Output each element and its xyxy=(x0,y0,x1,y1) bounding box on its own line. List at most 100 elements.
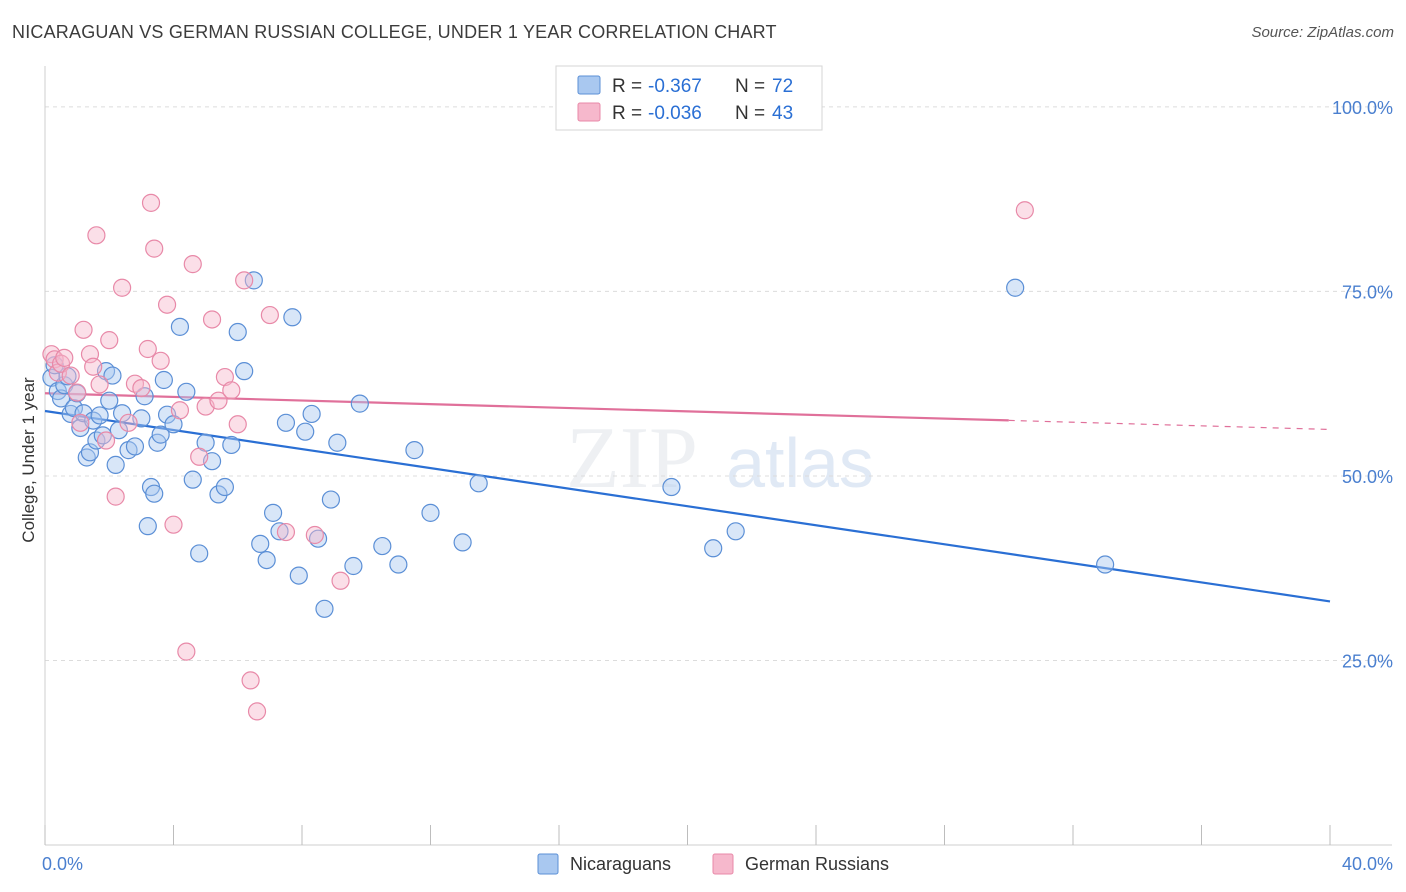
point-german-russians xyxy=(157,295,177,314)
legend-series: Nicaraguans German Russians xyxy=(537,853,889,875)
data-points xyxy=(42,193,1115,721)
x-tick-label: 40.0% xyxy=(1342,854,1393,874)
point-german-russians xyxy=(202,310,222,329)
point-german-russians xyxy=(132,379,151,398)
point-nicaraguans xyxy=(244,271,263,290)
point-nicaraguans xyxy=(100,391,119,410)
point-german-russians xyxy=(222,381,241,400)
point-nicaraguans xyxy=(251,534,270,553)
gridlines: 25.0% 50.0% 75.0% 100.0% xyxy=(45,98,1393,671)
legend-n-label: N = xyxy=(735,103,765,124)
point-german-russians xyxy=(90,375,109,394)
point-german-russians xyxy=(151,351,170,370)
y-tick-label: 75.0% xyxy=(1342,282,1393,302)
point-nicaraguans xyxy=(421,503,440,522)
point-nicaraguans xyxy=(283,308,302,327)
point-nicaraguans xyxy=(263,503,283,522)
legend-stats: R = -0.367 N = 72 R = -0.036 N = 43 xyxy=(555,65,823,131)
point-german-russians xyxy=(112,278,132,297)
point-nicaraguans xyxy=(389,555,408,574)
legend-swatch-nicaraguans xyxy=(577,75,601,95)
legend-r-value: -0.036 xyxy=(648,103,702,124)
point-german-russians xyxy=(74,320,93,339)
point-nicaraguans xyxy=(235,362,254,381)
point-german-russians xyxy=(164,515,183,534)
legend-swatch-german-russians xyxy=(577,102,601,122)
point-nicaraguans xyxy=(302,404,321,424)
point-german-russians xyxy=(177,642,196,661)
point-nicaraguans xyxy=(296,422,315,441)
point-german-russians xyxy=(190,447,209,466)
point-nicaraguans xyxy=(1006,278,1025,297)
point-nicaraguans xyxy=(726,522,745,541)
point-german-russians xyxy=(138,339,157,359)
point-german-russians xyxy=(84,357,103,376)
point-german-russians xyxy=(145,239,164,258)
point-nicaraguans xyxy=(315,599,334,618)
point-german-russians xyxy=(71,413,90,432)
y-axis-label: College, Under 1 year xyxy=(19,377,38,543)
point-nicaraguans xyxy=(154,370,173,390)
point-german-russians xyxy=(241,671,260,690)
point-german-russians xyxy=(228,415,247,434)
point-nicaraguans xyxy=(257,550,276,570)
point-german-russians xyxy=(235,271,254,290)
point-nicaraguans xyxy=(183,470,202,489)
y-tick-label: 25.0% xyxy=(1342,651,1393,671)
point-german-russians xyxy=(1015,201,1034,220)
point-german-russians xyxy=(183,255,202,274)
point-nicaraguans xyxy=(177,382,196,401)
point-nicaraguans xyxy=(373,536,392,556)
trendline-german-russians-extension xyxy=(1008,419,1331,431)
point-nicaraguans xyxy=(80,443,100,462)
point-nicaraguans xyxy=(662,477,681,497)
point-nicaraguans xyxy=(344,556,363,576)
legend-series-swatch xyxy=(537,853,559,875)
point-nicaraguans xyxy=(112,404,132,423)
point-nicaraguans xyxy=(74,404,93,423)
point-nicaraguans xyxy=(228,322,247,342)
point-nicaraguans xyxy=(469,474,488,493)
point-german-russians xyxy=(331,571,350,590)
point-german-russians xyxy=(209,391,228,410)
point-german-russians xyxy=(276,522,296,542)
point-german-russians xyxy=(247,702,267,721)
point-nicaraguans xyxy=(125,437,145,456)
point-nicaraguans xyxy=(77,448,96,467)
point-german-russians xyxy=(170,401,190,420)
legend-r-label: R = xyxy=(612,103,642,124)
point-nicaraguans xyxy=(103,366,122,385)
legend-r-label: R = xyxy=(612,76,642,97)
point-nicaraguans xyxy=(170,317,190,336)
watermark-atlas: atlas xyxy=(726,424,874,502)
point-nicaraguans xyxy=(90,406,109,425)
point-german-russians xyxy=(100,331,119,350)
point-nicaraguans xyxy=(405,441,424,460)
point-nicaraguans xyxy=(190,544,209,563)
axes: 0.0% 40.0% xyxy=(42,66,1393,874)
point-nicaraguans xyxy=(215,477,234,497)
chart-source: Source: ZipAtlas.com xyxy=(1251,24,1394,41)
point-nicaraguans xyxy=(93,426,112,445)
point-nicaraguans xyxy=(151,425,170,444)
point-german-russians xyxy=(87,226,106,245)
point-nicaraguans xyxy=(106,455,125,474)
legend-series-swatch xyxy=(712,853,734,875)
point-nicaraguans xyxy=(328,433,347,452)
legend-n-value: 72 xyxy=(772,76,793,97)
point-nicaraguans xyxy=(1096,555,1115,574)
point-nicaraguans xyxy=(276,413,296,432)
point-german-russians xyxy=(119,413,138,432)
point-nicaraguans xyxy=(138,517,157,536)
x-tick-label: 0.0% xyxy=(42,854,83,874)
point-german-russians xyxy=(55,348,74,367)
point-nicaraguans xyxy=(453,533,472,552)
watermark: ZIP atlas xyxy=(566,410,874,507)
chart-title: NICARAGUAN VS GERMAN RUSSIAN COLLEGE, UN… xyxy=(12,22,777,42)
legend-r-value: -0.367 xyxy=(648,76,702,97)
point-nicaraguans xyxy=(704,539,723,558)
trendline-nicaraguans xyxy=(44,409,1331,603)
legend-n-label: N = xyxy=(735,76,765,97)
point-german-russians xyxy=(106,487,125,506)
